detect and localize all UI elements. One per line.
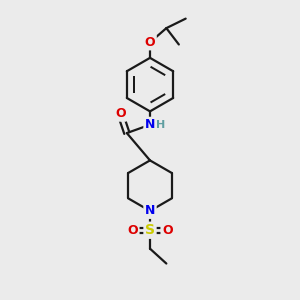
Text: S: S — [145, 223, 155, 237]
Text: O: O — [145, 36, 155, 49]
Text: O: O — [115, 107, 126, 120]
Text: H: H — [156, 120, 165, 130]
Text: N: N — [145, 204, 155, 218]
Text: N: N — [145, 118, 155, 131]
Text: O: O — [162, 224, 172, 237]
Text: O: O — [128, 224, 138, 237]
